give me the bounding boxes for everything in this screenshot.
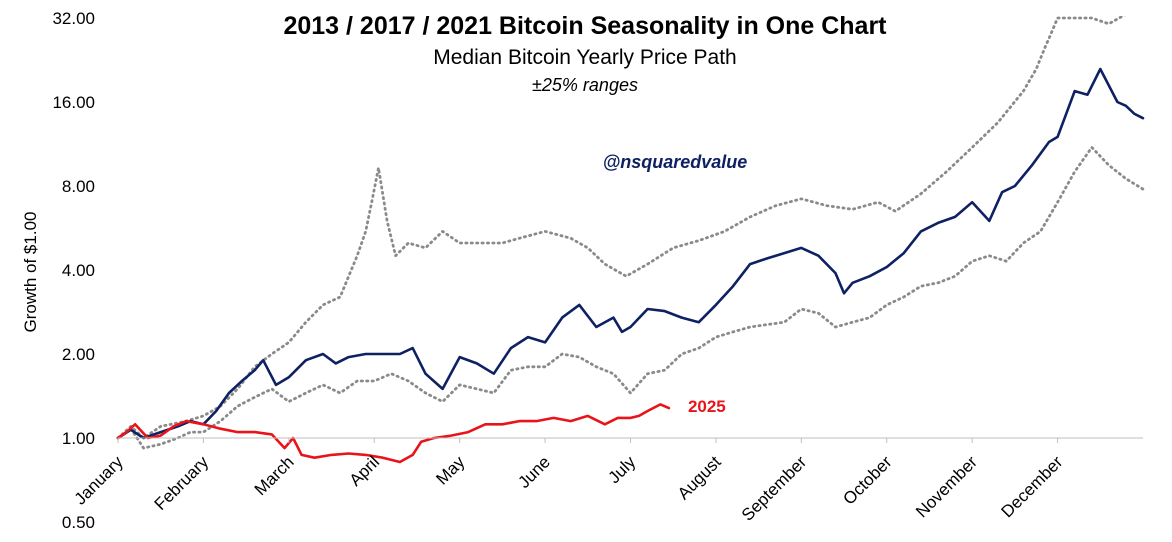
series-labels: 2025 [688, 397, 726, 416]
y-tick-label: 8.00 [62, 177, 95, 196]
y-tick-label: 16.00 [52, 93, 95, 112]
range-note: ±25% ranges [532, 75, 638, 95]
y-tick-label: 1.00 [62, 429, 95, 448]
x-tick-label: February [151, 452, 213, 514]
x-tick-label: October [839, 452, 895, 508]
y-tick-label: 4.00 [62, 261, 95, 280]
x-tick-label: March [251, 452, 298, 499]
x-tick-label: November [912, 452, 981, 521]
y-tick-label: 0.50 [62, 513, 95, 532]
y-axis-label: Growth of $1.00 [21, 212, 40, 333]
y-tick-label: 32.00 [52, 9, 95, 28]
y-tick-label: 2.00 [62, 345, 95, 364]
x-tick-label: January [71, 452, 128, 509]
x-tick-label: September [738, 452, 810, 524]
series-line-median [116, 67, 1145, 440]
series-line-upper [116, 16, 1126, 440]
chart-subtitle: Median Bitcoin Yearly Price Path [433, 46, 737, 69]
x-tick-label: May [432, 452, 468, 488]
watermark-handle: @nsquaredvalue [603, 152, 748, 172]
x-tick-label: July [605, 452, 640, 487]
series-line-2025 [116, 403, 671, 464]
x-tick-label: December [998, 452, 1067, 521]
x-tick-label: June [514, 452, 554, 492]
plot-area [116, 16, 1145, 464]
chart-title: 2013 / 2017 / 2021 Bitcoin Seasonality i… [283, 12, 887, 40]
x-tick-label: August [674, 452, 725, 503]
y-axis: 0.50 1.00 2.00 4.00 8.00 16.00 32.00 [52, 9, 95, 532]
x-axis: January February March April May June July Augu… [71, 438, 1067, 525]
series-line-lower [116, 146, 1145, 450]
series-label-2025: 2025 [688, 397, 726, 416]
